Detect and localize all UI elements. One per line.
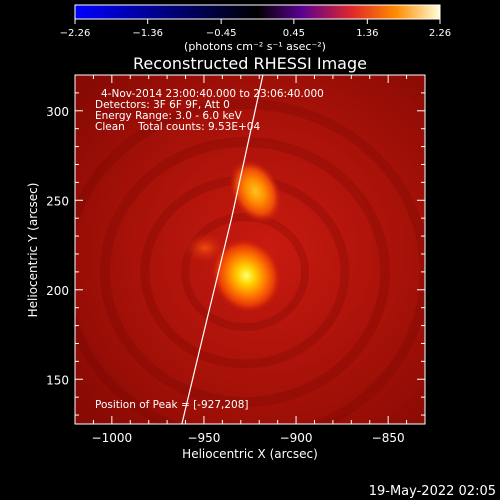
sources (211, 159, 283, 313)
y-tick-label: 150 (46, 373, 69, 387)
y-axis-ticks: 150 200 250 300 (46, 74, 425, 416)
colorbar-tick-label: −2.26 (60, 28, 91, 39)
solar-limb-curve (181, 75, 264, 424)
secondary-source (228, 159, 283, 224)
colorbar-units-label: (photons cm⁻² s⁻¹ asec⁻²) (184, 40, 326, 53)
y-tick-label: 200 (46, 284, 69, 298)
colorbar-ticks: −2.26 −1.36 −0.45 0.45 1.36 2.26 (60, 19, 451, 39)
timestamp: 19-May-2022 02:05 (369, 484, 496, 499)
y-axis-label: Heliocentric Y (arcsec) (26, 183, 40, 318)
time-range-annotation: 4-Nov-2014 23:00:40.000 to 23:06:40.000 (101, 88, 324, 100)
plot-frame (74, 74, 426, 425)
colorbar-tick-label: 1.36 (356, 28, 378, 39)
x-tick-label: −950 (187, 431, 220, 445)
energy-range-annotation: Energy Range: 3.0 - 6.0 keV (95, 110, 243, 122)
colorbar-tick-label: −1.36 (132, 28, 163, 39)
peak-position-annotation: Position of Peak = [-927,208] (95, 399, 249, 411)
x-tick-label: −850 (372, 431, 405, 445)
colorbar-tick-label: −0.45 (206, 28, 237, 39)
peak-source (211, 238, 282, 313)
x-axis-ticks: −1000 −950 −900 −850 (92, 75, 426, 445)
colorbar-tick-label: 2.26 (429, 28, 451, 39)
colorbar-tick-label: 0.45 (283, 28, 305, 39)
image-area (75, 75, 425, 424)
x-tick-label: −1000 (92, 431, 133, 445)
colorbar (74, 4, 441, 20)
x-tick-label: −900 (280, 431, 313, 445)
clean-counts-annotation: Clean Total counts: 9.53E+04 (95, 121, 260, 133)
x-axis-label: Heliocentric X (arcsec) (182, 447, 318, 461)
y-tick-label: 300 (46, 105, 69, 119)
y-tick-label: 250 (46, 194, 69, 208)
detectors-annotation: Detectors: 3F 6F 9F, Att 0 (95, 99, 230, 111)
chart-title: Reconstructed RHESSI Image (133, 54, 367, 73)
